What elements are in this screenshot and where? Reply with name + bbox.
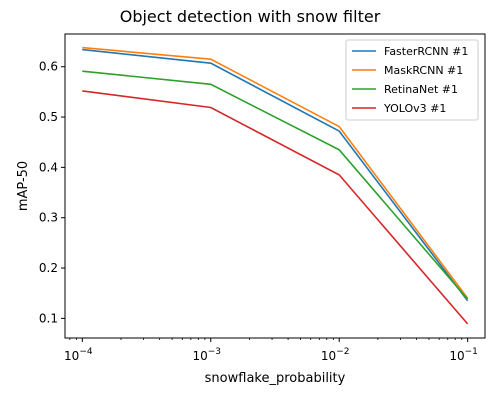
legend-box [345, 39, 479, 121]
y-axis-label: mAP-50 [16, 161, 31, 211]
chart-title: Object detection with snow filter [120, 7, 381, 26]
series-line-2 [82, 46, 469, 299]
x-tick-label: 10−1 [449, 347, 478, 363]
y-tick-label: 0.5 [39, 110, 58, 124]
y-tick-label: 0.1 [39, 311, 58, 325]
x-axis: 10−4 10−3 10−2 10−1 [64, 338, 478, 363]
axes-frame [64, 33, 486, 339]
x-axis-label: snowflake_probability [205, 371, 346, 386]
y-tick-label: 0.6 [39, 60, 58, 74]
legend: FasterRCNN #1 MaskRCNN #1 RetinaNet #1 YOLO… [345, 39, 479, 121]
series-line-4 [82, 90, 469, 325]
x-tick-label: 10−3 [192, 347, 221, 363]
series-line-3 [82, 70, 469, 300]
y-tick-label: 0.4 [39, 160, 58, 174]
legend-label-3: RetinaNet #1 [384, 83, 458, 96]
legend-label-4: YOLOv3 #1 [383, 102, 446, 115]
legend-label-1: FasterRCNN #1 [384, 45, 468, 58]
x-tick-label: 10−4 [64, 347, 93, 363]
y-tick-label: 0.3 [39, 211, 58, 225]
legend-label-2: MaskRCNN #1 [384, 64, 463, 77]
y-axis: 0.1 0.2 0.3 0.4 0.5 0.6 [39, 60, 65, 325]
plot-area [82, 46, 469, 325]
y-tick-label: 0.2 [39, 261, 58, 275]
x-tick-label: 10−2 [321, 347, 350, 363]
series-line-1 [82, 48, 469, 302]
